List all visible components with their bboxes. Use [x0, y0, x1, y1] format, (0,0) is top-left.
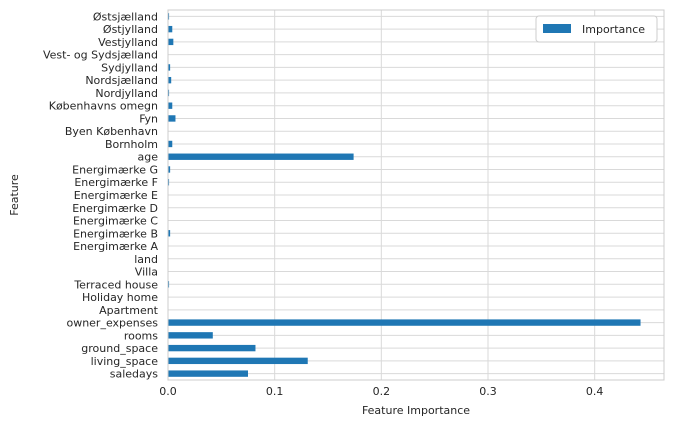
y-tick-label: Energimærke A — [73, 240, 158, 253]
x-tick-label: 0.0 — [159, 385, 177, 398]
x-tick-label: 0.2 — [373, 385, 391, 398]
y-tick-label: land — [134, 253, 158, 266]
y-tick-label: Energimærke B — [73, 227, 158, 240]
y-tick-label: Nordsjælland — [85, 74, 158, 87]
y-tick-label: Energimærke D — [72, 202, 158, 215]
y-tick-label: Energimærke G — [72, 163, 158, 176]
bar — [168, 89, 170, 97]
bar — [168, 153, 354, 160]
y-tick-label: Energimærke C — [73, 215, 158, 228]
bar — [168, 38, 174, 46]
y-tick-label: Villa — [135, 266, 158, 279]
bar — [168, 281, 170, 288]
bar — [168, 179, 170, 186]
y-tick-label: Holiday home — [82, 291, 158, 304]
y-tick-label: Østsjælland — [93, 10, 158, 23]
legend: Importance — [535, 15, 658, 43]
y-tick-label: owner_expenses — [66, 317, 158, 330]
bar — [168, 370, 248, 377]
bar — [168, 102, 173, 109]
y-tick-label: Energimærke F — [74, 176, 158, 189]
bar — [168, 115, 176, 122]
x-tick-label: 0.4 — [586, 385, 604, 398]
plot-frame — [167, 9, 665, 381]
y-tick-label: Østjylland — [103, 23, 158, 36]
y-tick-label: Vestjylland — [98, 36, 158, 49]
bar — [168, 140, 173, 148]
bar — [168, 230, 171, 237]
y-tick-label: Bornholm — [105, 138, 158, 151]
x-tick-label: 0.3 — [479, 385, 497, 398]
legend-label: Importance — [582, 23, 645, 36]
y-axis-title: Feature — [8, 174, 21, 216]
y-tick-label: Energimærke E — [74, 189, 158, 202]
legend-box — [535, 15, 658, 43]
grid — [167, 10, 664, 380]
bar — [168, 319, 641, 326]
y-tick-label: Københavns omegn — [49, 100, 158, 113]
bar — [168, 13, 170, 20]
bar — [168, 64, 171, 71]
y-tick-label: rooms — [124, 329, 158, 342]
y-tick-label: Vest- og Sydsjælland — [43, 49, 158, 62]
y-tick-label: Nordjylland — [95, 87, 158, 100]
bar — [168, 25, 173, 33]
y-tick-label: Apartment — [99, 304, 159, 317]
y-tick-label: age — [138, 151, 159, 164]
y-tick-label: saledays — [110, 368, 159, 381]
y-tick-label: living_space — [91, 355, 159, 368]
y-tick-label: Byen København — [65, 125, 158, 138]
bar — [168, 344, 256, 352]
y-tick-label: ground_space — [81, 342, 158, 355]
y-tick-label: Fyn — [139, 112, 158, 125]
x-axis-title: Feature Importance — [362, 404, 470, 417]
bar — [168, 76, 172, 84]
bars — [168, 13, 641, 377]
y-tick-label: Terraced house — [73, 278, 158, 291]
x-tick-labels: 0.0 0.1 0.2 0.3 0.4 — [159, 385, 603, 398]
bar — [168, 332, 213, 339]
y-tick-label: Sydjylland — [101, 61, 158, 74]
bar — [168, 357, 308, 365]
legend-swatch — [543, 24, 571, 33]
x-tick-label: 0.1 — [266, 385, 284, 398]
y-tick-labels: saledaysliving_spaceground_spaceroomsown… — [43, 10, 159, 380]
bar — [168, 166, 171, 173]
